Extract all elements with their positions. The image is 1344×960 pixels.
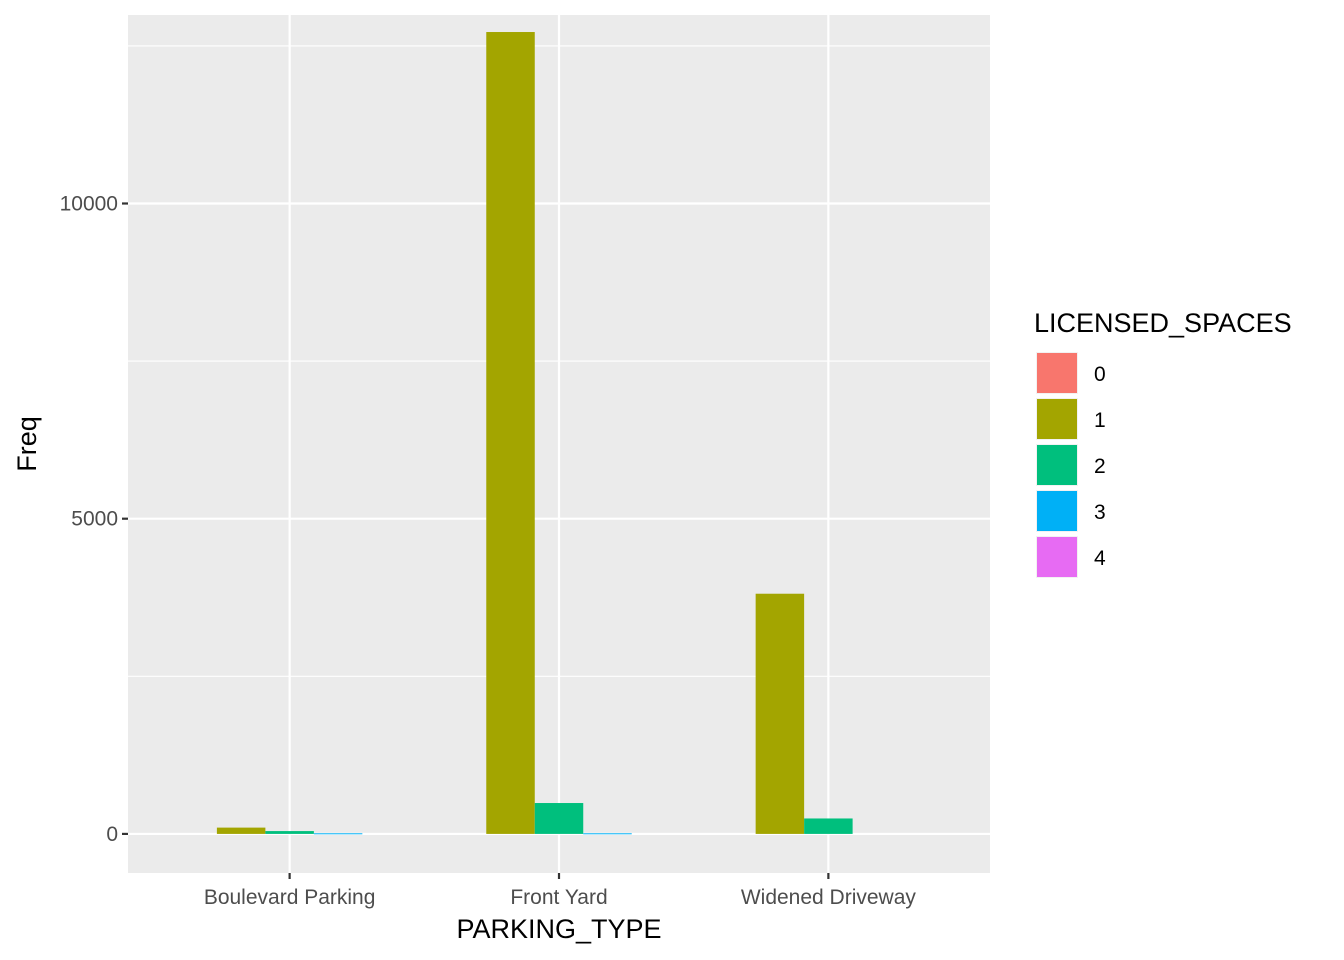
legend-title: LICENSED_SPACES <box>1034 308 1292 338</box>
bar <box>486 32 535 834</box>
bar <box>265 831 314 834</box>
y-tick-label: 10000 <box>60 192 118 215</box>
legend-label: 1 <box>1094 409 1106 432</box>
legend-key <box>1037 537 1077 577</box>
bar <box>313 833 363 835</box>
y-tick-label: 0 <box>106 823 118 846</box>
legend: LICENSED_SPACES 0 1 2 3 4 <box>1034 308 1292 578</box>
y-axis: 0 5000 10000 <box>60 192 128 846</box>
x-tick-label: Front Yard <box>510 886 607 909</box>
legend-label: 2 <box>1094 455 1106 478</box>
x-axis: Boulevard Parking Front Yard Widened Drive… <box>204 873 917 909</box>
bar <box>755 593 805 834</box>
legend-items: 0 1 2 3 4 <box>1036 352 1106 578</box>
major-gridlines <box>128 15 990 873</box>
legend-label: 4 <box>1094 547 1106 570</box>
legend-label: 0 <box>1094 363 1106 386</box>
legend-key <box>1037 491 1077 531</box>
x-tick-label: Widened Driveway <box>741 886 917 909</box>
x-tick-label: Boulevard Parking <box>204 886 376 909</box>
legend-key <box>1037 399 1077 439</box>
bar <box>804 818 853 834</box>
y-axis-title: Freq <box>12 416 42 472</box>
bar <box>534 803 584 834</box>
legend-key <box>1037 445 1077 485</box>
legend-key <box>1037 353 1077 393</box>
legend-label: 3 <box>1094 501 1106 524</box>
y-tick-label: 5000 <box>71 508 118 531</box>
bar <box>583 833 632 835</box>
bar <box>216 827 266 834</box>
x-axis-title: PARKING_TYPE <box>456 914 661 944</box>
bars <box>216 32 853 835</box>
